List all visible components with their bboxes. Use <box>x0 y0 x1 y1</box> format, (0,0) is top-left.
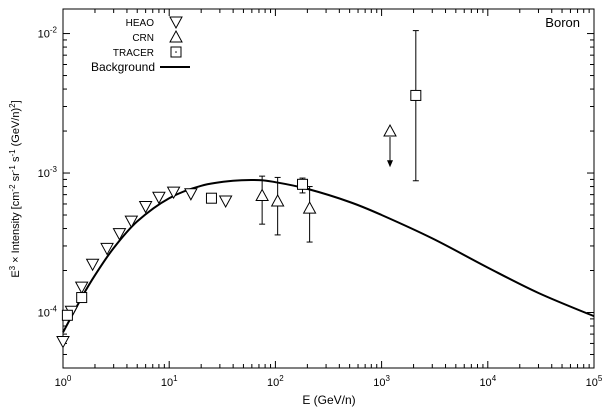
heao-point <box>87 259 99 270</box>
tracer-point <box>77 293 87 303</box>
y-tick-label: 10-3 <box>38 165 58 180</box>
x-tick-label: 104 <box>479 374 496 389</box>
y-tick-label: 10-2 <box>38 26 58 41</box>
crn-point <box>256 190 268 201</box>
tracer-point <box>298 179 308 189</box>
legend-label: HEAO <box>126 18 155 29</box>
heao-point <box>168 187 180 198</box>
panel-label: Boron <box>545 15 580 30</box>
x-axis-label: E (GeV/n) <box>302 393 355 407</box>
heao-point <box>57 336 69 347</box>
heao-point <box>220 196 232 207</box>
legend-marker <box>170 31 182 42</box>
tracer-point <box>62 310 72 320</box>
y-tick-label: 10-4 <box>38 304 58 319</box>
tracer-point <box>411 90 421 100</box>
x-tick-label: 101 <box>161 374 178 389</box>
crn-point <box>272 195 284 206</box>
legend-label: Background <box>91 60 155 74</box>
legend-marker <box>170 17 182 28</box>
y-axis-label: E3 × Intensity [cm-2 sr-1 s-1 (GeV/n)2] <box>8 100 22 277</box>
data-points <box>57 31 421 348</box>
crn-point <box>384 125 396 136</box>
x-tick-label: 100 <box>55 374 72 389</box>
tracer-point <box>206 193 216 203</box>
x-tick-label: 102 <box>267 374 284 389</box>
legend-label: CRN <box>132 33 154 44</box>
legend-marker-dot <box>175 51 177 53</box>
x-tick-label: 105 <box>586 374 603 389</box>
heao-point <box>113 229 125 240</box>
crn-point <box>304 202 316 213</box>
crn-upper-limit-arrowhead <box>387 160 393 167</box>
x-tick-label: 103 <box>373 374 390 389</box>
legend-label: TRACER <box>113 48 154 59</box>
heao-point <box>185 189 197 200</box>
